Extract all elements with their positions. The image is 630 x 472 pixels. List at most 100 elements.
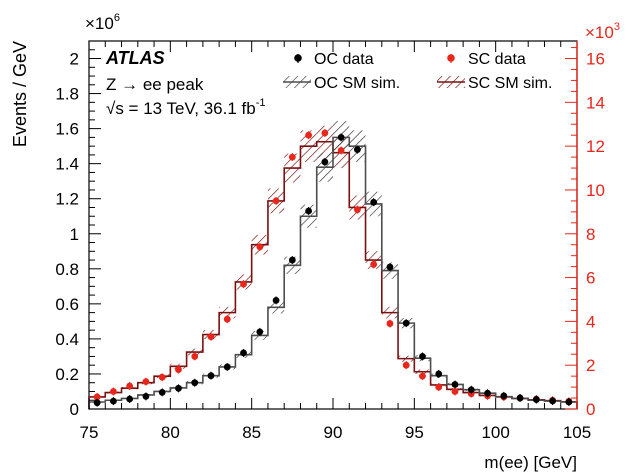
y2-tick-label-6: 6: [586, 269, 595, 288]
sc-data-point-18: [386, 320, 394, 327]
x-tick-label-105: 105: [563, 423, 591, 442]
legend-sc-sim-label: SC SM sim.: [468, 75, 552, 92]
oc-data-point-27: [532, 396, 540, 403]
oc-data-point-0: [93, 399, 101, 407]
oc-data-point-22: [451, 381, 459, 388]
y-tick-label-1: 0.2: [55, 365, 79, 384]
x-tick-label-90: 90: [324, 423, 343, 442]
y-tick-label-2: 0.4: [55, 330, 79, 349]
oc-data-point-29: [565, 398, 573, 406]
chart-axes: 75 80 85 90 95 100 10500.20.40.60.811.21.41.61…: [55, 40, 605, 442]
sc-data-point-19: [402, 361, 410, 369]
y-multiplier: ×106: [85, 12, 120, 33]
oc-data-point-17: [370, 198, 378, 206]
x-axis-label: m(ee) [GeV]: [484, 453, 577, 472]
oc-data-point-15: [337, 133, 345, 141]
legend-oc-data: OC data: [294, 51, 374, 68]
oc-data-point-21: [435, 370, 443, 378]
sc-data-point-14: [321, 129, 329, 137]
y2-tick-label-0: 0: [586, 400, 595, 419]
oc-data-point-3: [142, 392, 150, 400]
process-label: Z → ee peak: [106, 75, 204, 94]
oc-data-point-25: [500, 392, 508, 400]
x-tick-label-80: 80: [161, 423, 180, 442]
oc-data-point-24: [484, 389, 491, 397]
oc-data-point-4: [158, 388, 166, 396]
atlas-label: ATLAS: [105, 48, 165, 68]
y2-tick-label-8: 8: [586, 225, 595, 244]
legend-oc-data-label: OC data: [314, 51, 374, 68]
sc-data-point-1: [110, 388, 117, 395]
x-tick-label-75: 75: [80, 423, 99, 442]
oc-data-point-23: [467, 386, 475, 394]
oc-data-point-18: [386, 263, 394, 271]
y2-multiplier: ×103: [585, 21, 620, 42]
sc-data-point-9: [240, 280, 247, 288]
oc-data-point-10: [256, 328, 264, 336]
x-tick-label-100: 100: [481, 423, 509, 442]
oc-data-point-12: [288, 256, 296, 264]
y-tick-label-8: 1.6: [55, 120, 79, 139]
oc-data-point-14: [321, 158, 329, 166]
sc-data-point-4: [158, 373, 166, 381]
oc-data-point-28: [549, 397, 556, 405]
oc-data-point-16: [354, 146, 361, 154]
y-tick-label-7: 1.4: [55, 155, 79, 174]
y-axis-label: Events / GeV: [10, 41, 30, 147]
sc-data-point-5: [175, 366, 182, 373]
y2-tick-label-10: 10: [586, 181, 605, 200]
sc-data-point-13: [305, 131, 312, 139]
oc-data-point-2: [126, 395, 134, 403]
y-tick-label-10: 2: [70, 50, 79, 69]
oc-data-point-6: [191, 379, 199, 387]
sc-data-point-17: [370, 261, 378, 268]
sc-data-point-6: [191, 353, 199, 360]
chart-marks: [88, 121, 578, 409]
oc-data-point-20: [419, 353, 426, 360]
sc-data-point-3: [142, 378, 150, 386]
y-tick-label-4: 0.8: [55, 260, 79, 279]
sc-data-point-20: [419, 372, 426, 380]
sc-data-point-8: [223, 315, 231, 323]
sc-data-point-12: [288, 153, 296, 161]
sc-data-point-21: [435, 383, 443, 391]
sc-data-point-2: [126, 382, 134, 390]
sc-data-point-0: [93, 393, 101, 401]
y-tick-label-6: 1.2: [55, 190, 79, 209]
y2-tick-label-16: 16: [586, 50, 605, 69]
oc-data-point-19: [402, 319, 410, 327]
y2-tick-label-14: 14: [586, 93, 605, 112]
oc-data-point-5: [175, 384, 182, 392]
legend-oc-sim-label: OC SM sim.: [314, 75, 400, 92]
oc-data-point-7: [207, 372, 215, 380]
sc-data-point-16: [354, 206, 361, 214]
legend-sc-sim: SC SM sim.: [437, 75, 552, 92]
sc-sm-sim-step-line: [88, 140, 578, 409]
y-tick-label-3: 0.6: [55, 295, 79, 314]
oc-data-point-9: [240, 349, 247, 357]
y-tick-label-0: 0: [70, 400, 79, 419]
oc-data-point-11: [272, 296, 280, 304]
x-tick-label-85: 85: [242, 423, 261, 442]
plot-frame: [88, 40, 578, 410]
oc-data-point-8: [223, 363, 231, 371]
sc-data-point-7: [207, 333, 215, 341]
oc-data-point-1: [110, 397, 117, 405]
sc-data-point-15: [337, 147, 345, 154]
legend-sc-data: SC data: [447, 51, 526, 68]
oc-data-point-26: [516, 394, 524, 402]
oc-data-point-13: [305, 207, 312, 215]
legend-oc-sim: OC SM sim.: [283, 75, 400, 92]
y-tick-label-9: 1.8: [55, 85, 79, 104]
sc-data-point-11: [272, 197, 280, 205]
sc-data-point-10: [256, 243, 264, 251]
oc-sm-sim-step-line: [88, 136, 578, 409]
sc-data-point-22: [451, 388, 459, 395]
y2-tick-label-4: 4: [586, 312, 595, 331]
y-tick-label-5: 1: [70, 225, 79, 244]
y2-tick-label-12: 12: [586, 137, 605, 156]
y2-tick-label-2: 2: [586, 356, 595, 375]
legend-sc-data-label: SC data: [468, 51, 526, 68]
energy-label: √s = 13 TeV, 36.1 fb-1: [106, 97, 265, 118]
